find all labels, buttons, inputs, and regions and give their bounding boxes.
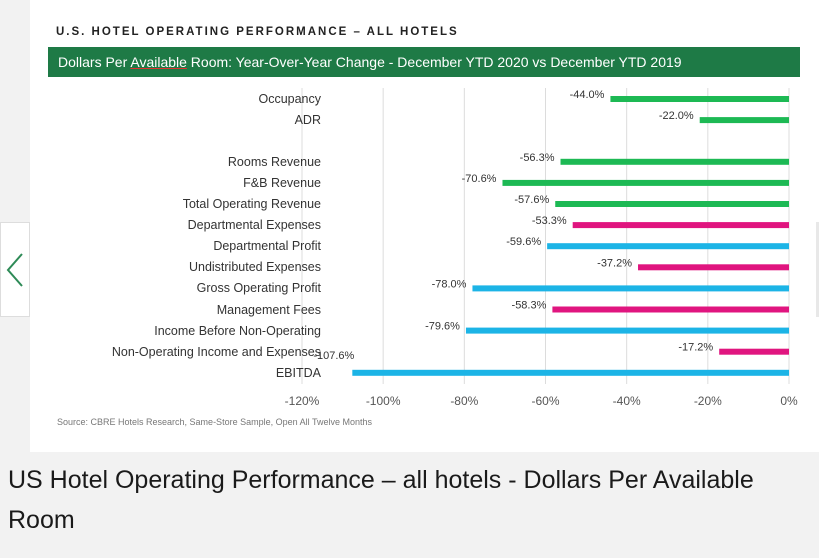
category-label: Departmental Expenses (187, 218, 321, 233)
chart-title-banner: Dollars Per Available Room: Year-Over-Ye… (48, 47, 800, 77)
bar (555, 201, 789, 207)
x-tick-label: -100% (366, 394, 401, 408)
x-tick-label: -20% (694, 394, 722, 408)
category-label: Gross Operating Profit (196, 281, 321, 296)
chart-title-suffix: Room: Year-Over-Year Change - December Y… (186, 54, 682, 70)
bar (699, 117, 789, 124)
category-label: Total Operating Revenue (182, 197, 321, 211)
prev-slide-button[interactable] (0, 222, 30, 317)
data-label: -107.6% (313, 350, 354, 362)
x-tick-label: 0% (780, 394, 798, 408)
category-label: ADR (294, 113, 321, 128)
category-label: F&B Revenue (243, 175, 321, 190)
data-label: -56.3% (520, 152, 555, 164)
x-tick-label: -80% (450, 394, 478, 408)
image-caption: US Hotel Operating Performance – all hot… (8, 466, 754, 534)
bar (560, 158, 789, 165)
chart-title-prefix: Dollars Per (58, 54, 131, 70)
next-slide-edge[interactable] (816, 222, 819, 317)
category-label: EBITDA (275, 365, 321, 380)
data-label: -79.6% (425, 321, 460, 333)
data-label: -22.0% (659, 110, 694, 122)
chart-card: U.S. HOTEL OPERATING PERFORMANCE – ALL H… (30, 0, 819, 452)
category-label: Undistributed Expenses (188, 260, 321, 275)
chart-source: Source: CBRE Hotels Research, Same-Store… (57, 417, 372, 427)
category-label: Departmental Profit (213, 239, 321, 254)
category-label: Income Before Non-Operating (154, 323, 321, 338)
x-tick-label: -40% (613, 394, 641, 408)
chart-title-underlined: Available (130, 54, 187, 70)
data-label: -59.6% (506, 236, 541, 248)
data-label: -70.6% (462, 173, 497, 185)
category-label: Rooms Revenue (227, 154, 321, 169)
category-labels: Occupancy ADR Rooms Revenue F&B Revenue Tota… (50, 0, 321, 400)
chevron-left-icon (6, 252, 23, 287)
bar (610, 96, 789, 102)
data-label: -37.2% (597, 257, 632, 269)
bar (547, 243, 789, 250)
bar (638, 264, 789, 271)
data-label: -78.0% (432, 278, 467, 290)
category-label: Occupancy (258, 92, 321, 106)
data-label: -57.6% (514, 194, 549, 206)
bar (572, 222, 789, 229)
data-label: -17.2% (678, 342, 713, 354)
data-label: -53.3% (532, 215, 567, 227)
chart-supertitle: U.S. HOTEL OPERATING PERFORMANCE – ALL H… (56, 26, 459, 38)
data-label: -58.3% (512, 300, 547, 312)
x-tick-label: -60% (531, 394, 559, 408)
bar (502, 179, 789, 186)
bar (465, 327, 789, 334)
bar (352, 369, 789, 376)
bar (472, 285, 789, 292)
x-tick-label: -120% (285, 394, 320, 408)
category-label: Non-Operating Income and Expenses (111, 344, 321, 359)
bar (719, 348, 789, 355)
bar (552, 306, 789, 313)
bar-chart: -120% -100% -80% -60% -40% -20% 0% -44.0% -22.0%… (285, 88, 798, 408)
category-label: Management Fees (216, 302, 321, 317)
data-label: -44.0% (570, 89, 605, 101)
